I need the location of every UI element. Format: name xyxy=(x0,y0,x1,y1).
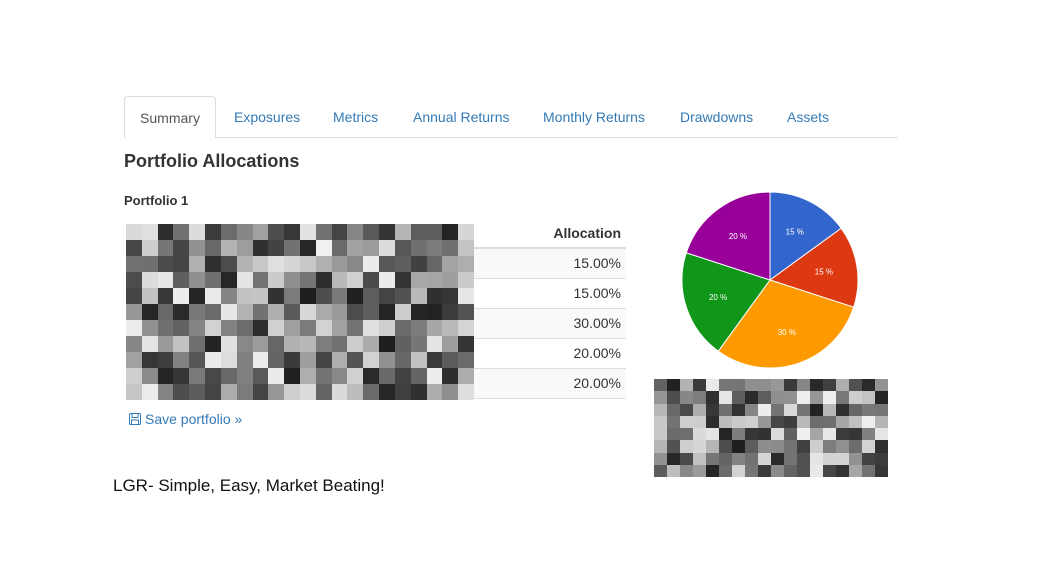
pie-slice-label: 15 % xyxy=(815,267,833,276)
pie-slice-label: 20 % xyxy=(709,293,727,302)
tab-bar: Summary Exposures Metrics Annual Returns… xyxy=(124,96,898,139)
redacted-pie-legend xyxy=(654,379,888,477)
redacted-asset-names xyxy=(126,224,474,400)
pie-slice-label: 15 % xyxy=(786,227,804,236)
pie-slice xyxy=(681,252,771,352)
tab-drawdowns[interactable]: Drawdowns xyxy=(680,109,754,125)
tab-annual-returns[interactable]: Annual Returns xyxy=(413,109,510,125)
tab-exposures[interactable]: Exposures xyxy=(234,109,301,125)
pie-slice-label: 30 % xyxy=(778,328,796,337)
allocation-pie-chart: 15 % 15 % 30 % 20 % 20 % xyxy=(681,191,859,369)
save-portfolio-link[interactable]: Save portfolio » xyxy=(129,411,242,427)
tab-assets[interactable]: Assets xyxy=(787,109,830,125)
floppy-disk-icon xyxy=(129,413,141,425)
tagline: LGR- Simple, Easy, Market Beating! xyxy=(113,476,385,495)
save-portfolio-label: Save portfolio » xyxy=(145,411,243,427)
pie-slice xyxy=(768,227,859,308)
tab-monthly-returns[interactable]: Monthly Returns xyxy=(543,109,645,125)
pie-slice xyxy=(717,279,855,369)
page-title: Portfolio Allocations xyxy=(124,151,300,171)
pie-slice xyxy=(685,191,771,281)
pie-slice-label: 20 % xyxy=(729,232,747,241)
tab-summary[interactable]: Summary xyxy=(124,96,216,139)
pie-slice xyxy=(769,191,842,281)
portfolio-name: Portfolio 1 xyxy=(124,193,189,208)
tab-metrics[interactable]: Metrics xyxy=(333,109,379,125)
